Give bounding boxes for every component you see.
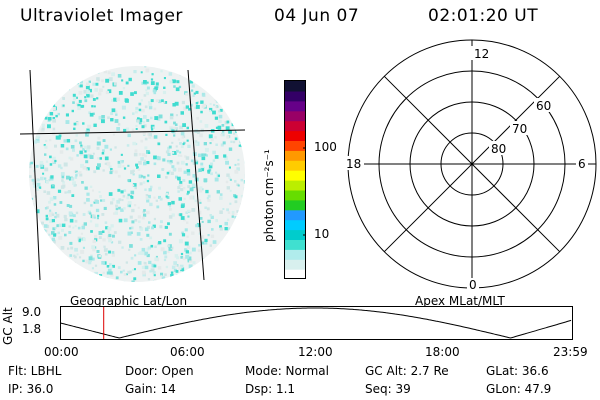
mlt-label-12: 12 bbox=[474, 47, 489, 61]
colorbar-segment bbox=[285, 120, 305, 132]
colorbar-segment bbox=[285, 249, 305, 260]
orbit-altitude-plot bbox=[60, 306, 573, 340]
info-door: Door: Open bbox=[125, 364, 194, 378]
colorbar-tick-10: 10 bbox=[314, 227, 330, 241]
mlt-label-0: 0 bbox=[469, 278, 477, 292]
orbit-ylabel: GC Alt bbox=[1, 307, 15, 345]
info-dsp: Dsp: 1.1 bbox=[245, 382, 296, 396]
orbit-xtick-1800: 18:00 bbox=[425, 345, 460, 359]
polar-diagonal-2 bbox=[383, 75, 561, 253]
time-label: 02:01:20 UT bbox=[428, 6, 539, 26]
colorbar-segment bbox=[285, 81, 305, 92]
colorbar-segment bbox=[285, 140, 305, 151]
orbit-xtick-0000: 00:00 bbox=[44, 345, 79, 359]
orbit-xtick-1200: 12:00 bbox=[298, 345, 333, 359]
colorbar-segment bbox=[285, 189, 305, 201]
colorbar-segment bbox=[285, 110, 305, 122]
colorbar-segment bbox=[285, 180, 305, 191]
orbit-xtick-0600: 06:00 bbox=[170, 345, 205, 359]
colorbar-segment bbox=[285, 219, 305, 231]
orbit-xtick-2359: 23:59 bbox=[553, 345, 588, 359]
mlat-label-70: 70 bbox=[512, 122, 527, 136]
info-gain: Gain: 14 bbox=[125, 382, 176, 396]
colorbar-segment bbox=[285, 90, 305, 102]
orbit-ytick-9: 9.0 bbox=[22, 305, 42, 319]
date-label: 04 Jun 07 bbox=[274, 6, 360, 26]
colorbar-segment bbox=[285, 100, 305, 112]
info-seq: Seq: 39 bbox=[365, 382, 411, 396]
colorbar-segment bbox=[285, 130, 305, 141]
colorbar-segment bbox=[285, 199, 305, 211]
info-mode: Mode: Normal bbox=[245, 364, 329, 378]
colorbar-segment bbox=[285, 269, 305, 280]
apex-panel-title: Apex MLat/MLT bbox=[415, 294, 505, 308]
instrument-title: Ultraviolet Imager bbox=[20, 6, 183, 26]
mlat-label-80: 80 bbox=[491, 142, 506, 156]
info-ip: IP: 36.0 bbox=[8, 382, 54, 396]
mlt-label-18: 18 bbox=[346, 157, 361, 171]
colorbar-segment bbox=[285, 209, 305, 221]
geo-grid-line-lat bbox=[19, 129, 246, 135]
info-gc-alt: GC Alt: 2.7 Re bbox=[365, 364, 449, 378]
info-glon: GLon: 47.9 bbox=[486, 382, 552, 396]
colorbar bbox=[284, 80, 306, 280]
mlat-label-60: 60 bbox=[536, 99, 551, 113]
info-filter: Flt: LBHL bbox=[8, 364, 62, 378]
orbit-ytick-1-8: 1.8 bbox=[22, 322, 42, 336]
geographic-panel-title: Geographic Lat/Lon bbox=[70, 294, 188, 308]
colorbar-segment bbox=[285, 239, 305, 250]
info-glat: GLat: 36.6 bbox=[486, 364, 549, 378]
colorbar-segment bbox=[285, 259, 305, 270]
mlt-label-6: 6 bbox=[578, 157, 586, 171]
colorbar-segment bbox=[285, 160, 305, 171]
colorbar-segment bbox=[285, 229, 305, 240]
colorbar-segment bbox=[285, 170, 305, 181]
geo-grid-line-west bbox=[29, 69, 41, 281]
colorbar-tick-100: 100 bbox=[314, 140, 337, 154]
geo-grid-line-east bbox=[187, 69, 205, 281]
colorbar-segment bbox=[285, 150, 305, 161]
